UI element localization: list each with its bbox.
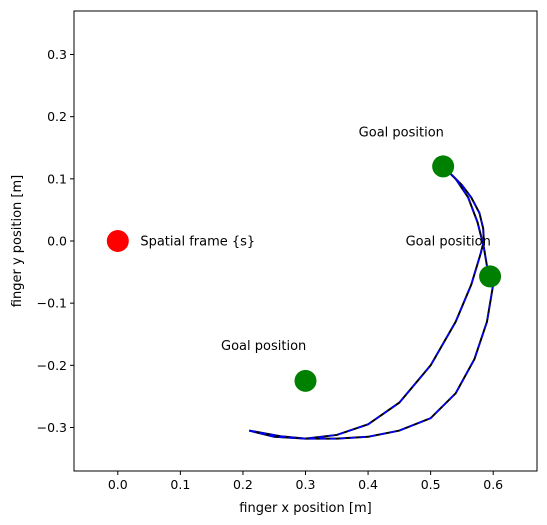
y-tick-label: 0.2 <box>47 109 67 124</box>
x-tick-label: 0.0 <box>108 477 128 492</box>
goal-annotation-1: Goal position <box>359 126 444 141</box>
origin-annotation: Spatial frame {s} <box>140 235 255 250</box>
y-tick-label: −0.3 <box>37 420 67 435</box>
goal-marker-3 <box>294 369 317 392</box>
trajectory-line-3 <box>249 165 495 440</box>
y-tick-label: −0.2 <box>37 358 67 373</box>
x-tick-label: 0.6 <box>483 477 503 492</box>
x-axis-label: finger x position [m] <box>239 501 371 516</box>
x-tick-label: 0.4 <box>358 477 378 492</box>
y-tick-label: 0.3 <box>47 47 67 62</box>
origin-marker <box>106 230 129 252</box>
goal-annotation-3: Goal position <box>221 339 306 354</box>
trajectory-line-1 <box>249 165 495 440</box>
trajectory-line-0 <box>248 165 485 440</box>
markers <box>106 155 502 392</box>
x-tick-label: 0.2 <box>233 477 253 492</box>
y-tick-label: 0.0 <box>47 234 67 249</box>
goal-marker-2 <box>479 265 502 288</box>
y-axis-ticks: −0.3 −0.2 −0.1 0.0 0.1 0.2 0.3 <box>37 47 74 435</box>
x-axis-ticks: 0.0 0.1 0.2 0.3 0.4 0.5 0.6 <box>108 471 503 492</box>
x-tick-label: 0.5 <box>421 477 441 492</box>
trajectory-curves <box>248 165 495 440</box>
y-axis-label: finger y position [m] <box>10 175 25 307</box>
y-tick-label: 0.1 <box>47 171 67 186</box>
y-tick-label: −0.1 <box>37 296 67 311</box>
x-tick-label: 0.1 <box>170 477 190 492</box>
goal-annotation-2: Goal position <box>406 235 491 250</box>
x-tick-label: 0.3 <box>296 477 316 492</box>
annotations: Spatial frame {s} Goal position Goal posit… <box>140 126 491 354</box>
trajectory-line-2 <box>248 165 485 440</box>
goal-marker-1 <box>432 155 455 178</box>
